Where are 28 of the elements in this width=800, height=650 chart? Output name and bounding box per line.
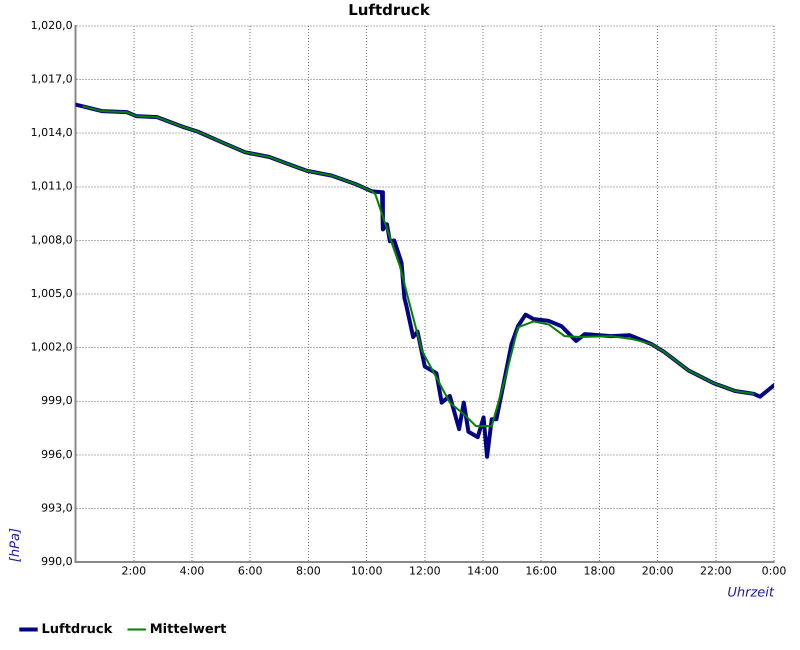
x-tick-label: 20:00 xyxy=(642,564,674,578)
x-tick-label: 22:00 xyxy=(700,564,732,578)
y-tick-label: 1,008,0 xyxy=(30,233,73,246)
y-tick-label: 996,0 xyxy=(41,448,73,461)
x-tick-label: 18:00 xyxy=(584,564,616,578)
x-tick-label: 2:00 xyxy=(121,564,146,578)
x-tick-label: 10:00 xyxy=(350,564,382,578)
y-tick-label: 1,011,0 xyxy=(30,180,73,193)
y-tick-label: 993,0 xyxy=(41,501,73,514)
x-tick-label: 16:00 xyxy=(525,564,558,578)
legend-label: Luftdruck xyxy=(42,622,113,637)
x-axis-title: Uhrzeit xyxy=(727,586,775,601)
y-tick-label: 1,020,0 xyxy=(30,18,73,32)
x-tick-label: 6:00 xyxy=(238,564,263,578)
y-tick-label: 1,005,0 xyxy=(30,286,73,300)
y-tick-label: 999,0 xyxy=(41,394,73,408)
x-tick-label: 8:00 xyxy=(296,564,321,578)
y-axis-title: [hPa] xyxy=(8,528,24,562)
y-tick-label: 1,014,0 xyxy=(30,126,73,140)
y-tick-label: 1,002,0 xyxy=(30,340,73,354)
y-tick-label: 990,0 xyxy=(41,555,73,568)
x-tick-label: 14:00 xyxy=(467,564,499,578)
x-tick-label: 0:00 xyxy=(762,564,786,578)
x-tick-label: 12:00 xyxy=(408,564,441,578)
chart-title: Luftdruck xyxy=(348,0,431,19)
y-tick-label: 1,017,0 xyxy=(30,72,73,86)
x-tick-label: 4:00 xyxy=(180,564,204,578)
legend-label: Mittelwert xyxy=(150,622,226,637)
